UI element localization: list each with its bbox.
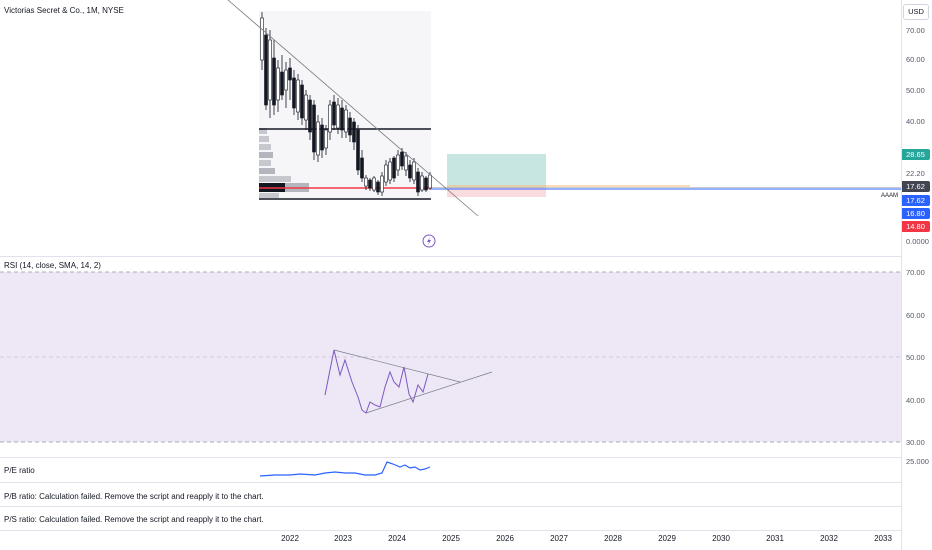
candle-body [404, 155, 408, 171]
candle-body [288, 67, 292, 81]
time-tick: 2028 [604, 534, 622, 543]
candle-body [340, 107, 344, 131]
candle-body [352, 121, 356, 143]
target-price-badge: 28.65 [901, 149, 930, 160]
rsi-chart[interactable] [0, 257, 901, 457]
pb-error-message: P/B ratio: Calculation failed. Remove th… [4, 492, 264, 501]
price-tick: 70.00 [906, 26, 925, 35]
price-tick: 22.20 [906, 169, 925, 178]
candle-body [304, 94, 308, 121]
stop-price-badge: 14.80 [901, 221, 930, 232]
candle-body [312, 104, 316, 153]
current-price-badge: 17.62 [901, 195, 930, 206]
time-tick: 2030 [712, 534, 730, 543]
candle-body [416, 171, 420, 193]
candle-body [296, 79, 300, 113]
candle-body [356, 129, 360, 171]
time-tick: 2023 [334, 534, 352, 543]
time-tick: 2025 [442, 534, 460, 543]
rsi-tick: 50.00 [906, 353, 925, 362]
candle-body [396, 154, 400, 171]
price-tick: 50.00 [906, 86, 925, 95]
candle-body [424, 177, 428, 191]
pane-separator[interactable] [0, 506, 901, 507]
candle-body [380, 175, 384, 193]
candle-body [412, 161, 416, 181]
candle-body [348, 117, 352, 136]
time-tick: 2033 [874, 534, 892, 543]
candle-body [388, 161, 392, 181]
triangle-lower-trendline [365, 371, 493, 414]
ps-error-message: P/S ratio: Calculation failed. Remove th… [4, 515, 264, 524]
candle-body [264, 34, 268, 106]
time-tick: 2029 [658, 534, 676, 543]
candle-body [284, 69, 288, 91]
currency-button[interactable]: USD [903, 4, 929, 20]
price-tick: 60.00 [906, 55, 925, 64]
time-tick: 2026 [496, 534, 514, 543]
rsi-line [324, 349, 429, 414]
overlay-label: AAAM [881, 193, 899, 199]
candle-body [276, 67, 280, 101]
rsi-tick: 70.00 [906, 268, 925, 277]
candle-body [308, 99, 312, 133]
candle-body [300, 84, 304, 119]
candle-body [260, 17, 264, 61]
price-chart[interactable] [0, 0, 901, 250]
candle-body [332, 101, 336, 126]
pe-legend[interactable]: P/E ratio [4, 466, 35, 475]
time-tick: 2031 [766, 534, 784, 543]
time-tick: 2027 [550, 534, 568, 543]
triangle-upper-trendline [333, 349, 461, 383]
time-tick: 2024 [388, 534, 406, 543]
pane-separator[interactable] [0, 457, 901, 458]
candle-body [360, 157, 364, 179]
pane-separator[interactable] [0, 256, 901, 257]
candle-body [376, 181, 380, 193]
candle-body [428, 174, 432, 189]
stop-zone [447, 187, 546, 197]
lightning-icon [422, 234, 436, 248]
pe-line [259, 461, 431, 477]
candle-body [272, 57, 276, 106]
pe-chart [259, 461, 431, 477]
pe-tick: 25.000 [906, 457, 929, 466]
lightning-button[interactable] [421, 233, 437, 249]
chart-visible-range-background [259, 11, 431, 200]
candle-body [320, 124, 324, 151]
descending-trendline [227, 0, 479, 217]
candle-body [408, 164, 412, 179]
candle-body [328, 104, 332, 133]
candle-body [280, 71, 284, 96]
target-zone [447, 154, 546, 187]
rsi-tick: 60.00 [906, 311, 925, 320]
candle-body [268, 39, 272, 101]
candle-body [372, 177, 376, 191]
rsi-legend[interactable]: RSI (14, close, SMA, 14, 2) [4, 261, 101, 270]
candle-body [400, 151, 404, 167]
price-axis-border [901, 0, 902, 550]
candle-body [344, 109, 348, 133]
candle-body [384, 164, 388, 183]
pane-separator[interactable] [0, 482, 901, 483]
candle-body [392, 157, 396, 179]
candle-body [364, 177, 368, 187]
time-axis-border [0, 530, 901, 531]
symbol-legend[interactable]: Victorias Secret & Co., 1M, NYSE [4, 6, 124, 15]
candle-body [336, 104, 340, 129]
entry-price-badge: 16.80 [901, 208, 930, 219]
candle-body [316, 121, 320, 156]
candle-body [420, 175, 424, 191]
candle-body [324, 129, 328, 149]
candles [260, 12, 432, 196]
time-tick: 2032 [820, 534, 838, 543]
candle-body [368, 179, 372, 189]
price-tick: 0.0000 [906, 237, 929, 246]
price-tick: 40.00 [906, 117, 925, 126]
time-tick: 2022 [281, 534, 299, 543]
last-price-badge: 17.62 [901, 181, 930, 192]
candle-body [292, 77, 296, 109]
rsi-tick: 40.00 [906, 396, 925, 405]
rsi-tick: 30.00 [906, 438, 925, 447]
